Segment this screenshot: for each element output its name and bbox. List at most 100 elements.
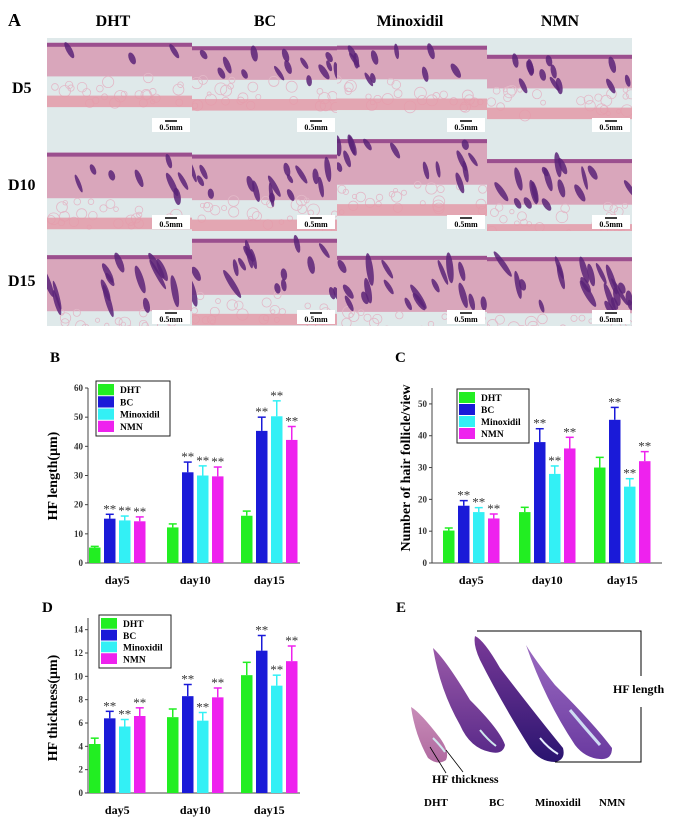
hair-follicle [199, 49, 208, 60]
legend: DHT BC Minoxidil NMN [95, 380, 171, 437]
hair-follicle [274, 283, 281, 294]
adipocyte [537, 313, 548, 325]
legend-label: BC [481, 406, 494, 416]
significance-marker: ** [457, 488, 470, 503]
hair-follicle [364, 277, 373, 304]
x-tick-label: day10 [180, 803, 211, 817]
adipocyte [337, 75, 342, 84]
panel-e-label-nmn: NMN [599, 797, 625, 809]
significance-marker: ** [638, 439, 651, 454]
hair-follicle [512, 53, 519, 68]
histology-tile-d10-nmn: 0.5mm [487, 134, 632, 231]
hair-follicle [541, 198, 552, 211]
legend-label: NMN [120, 423, 143, 433]
adipocyte [609, 204, 618, 213]
adipocyte [192, 76, 203, 90]
adipocyte [517, 87, 523, 93]
adipocyte [559, 324, 566, 326]
hair-follicle [102, 284, 114, 318]
hair-follicle [128, 52, 136, 65]
hair-follicle [342, 284, 354, 299]
significance-marker: ** [211, 454, 224, 469]
bar [89, 744, 101, 793]
epidermis [337, 255, 487, 260]
adipocyte [490, 208, 499, 217]
chart-c-ylabel: Number of hair follicle/view [399, 384, 414, 552]
adipocyte [72, 308, 81, 317]
hair-follicle [192, 266, 201, 281]
x-tick-label: day10 [532, 573, 563, 587]
adipocyte [395, 311, 404, 320]
hair-follicle [328, 287, 336, 300]
hair-follicle [177, 172, 189, 190]
histology-tile-d10-bc: 0.5mm [192, 134, 337, 231]
histology-tile-d5-minoxidil: 0.5mm [337, 38, 487, 134]
significance-marker: ** [285, 414, 298, 429]
adipocyte [532, 89, 542, 100]
panel-e-follicles [411, 636, 612, 763]
hair-follicle [268, 182, 275, 208]
significance-marker: ** [623, 466, 636, 481]
legend-swatch [98, 384, 114, 396]
hair-follicle [514, 167, 523, 191]
adipocyte [203, 202, 210, 209]
hair-follicle [554, 152, 562, 178]
adipocyte [285, 80, 298, 93]
bar [564, 448, 576, 563]
adipocyte [50, 331, 61, 342]
row-label-d5: D5 [12, 80, 32, 97]
adipocyte [626, 89, 632, 100]
bar [212, 476, 224, 563]
panel-e-label: E [396, 600, 406, 616]
hf-thickness-pointer [429, 746, 447, 774]
hair-follicle [554, 256, 564, 279]
significance-marker: ** [285, 633, 298, 648]
scale-bar-box [447, 310, 485, 324]
adipocyte [541, 337, 548, 344]
hair-follicle [286, 189, 295, 201]
muscle-layer [337, 98, 487, 111]
hf-thickness-label: HF thickness [432, 772, 499, 786]
adipocyte [199, 202, 206, 208]
hair-follicle [333, 287, 337, 301]
scale-bar-label: 0.5mm [454, 123, 478, 132]
hair-follicle [361, 291, 369, 305]
scale-bar-label: 0.5mm [159, 123, 183, 132]
hair-follicle [217, 67, 226, 79]
muscle-layer [47, 330, 192, 341]
adipocyte [517, 211, 527, 222]
column-header-bc: BC [254, 13, 276, 30]
adipocyte [67, 84, 75, 92]
histology-tile-d15-dht: 0.5mm [47, 231, 192, 342]
adipocyte [209, 204, 221, 216]
tile-content [337, 38, 487, 134]
hair-follicle [390, 142, 401, 159]
adipocyte [618, 333, 623, 338]
legend-swatch [459, 392, 475, 403]
y-tick-label: 0 [79, 558, 84, 568]
hair-follicle [422, 161, 430, 180]
adipocyte [487, 319, 499, 326]
hair-follicle [383, 279, 394, 295]
hair-follicle [458, 261, 466, 281]
bar [256, 430, 268, 563]
panel-d-label: D [42, 600, 53, 616]
chart-b-ylabel: HF length(μm) [46, 431, 61, 520]
adipocyte [527, 320, 539, 326]
adipocyte [515, 337, 522, 344]
bar [488, 518, 500, 563]
hair-follicle [458, 282, 468, 309]
muscle-layer [192, 313, 337, 326]
hair-follicle [196, 175, 205, 187]
adipocyte [228, 206, 240, 218]
significance-marker: ** [196, 453, 209, 468]
adipocyte [531, 333, 538, 340]
hair-follicle [267, 175, 281, 197]
adipocyte [427, 320, 435, 326]
adipocyte [215, 298, 221, 304]
dermis [192, 46, 337, 80]
significance-marker: ** [270, 662, 283, 677]
adipocyte [134, 205, 144, 215]
bar [241, 675, 253, 793]
